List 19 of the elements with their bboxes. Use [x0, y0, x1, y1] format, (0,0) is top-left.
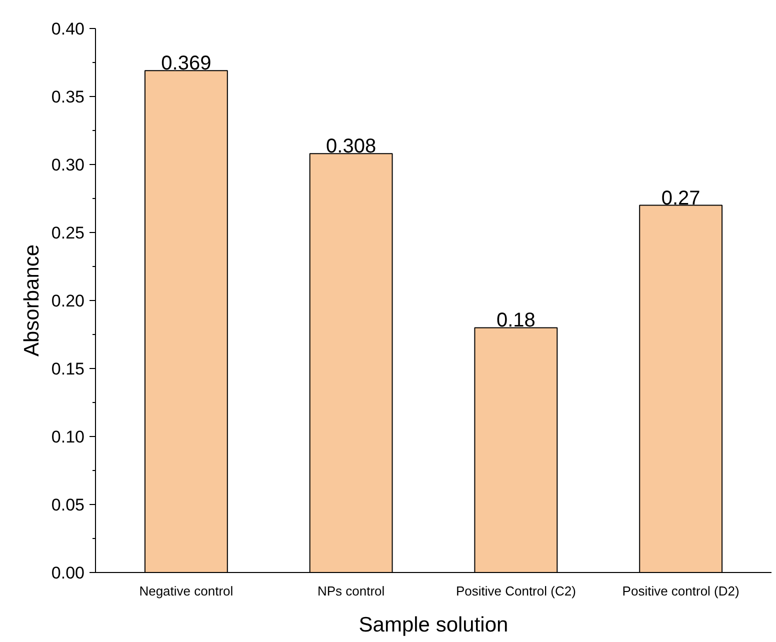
y-tick-label: 0.05 [51, 496, 85, 514]
y-tick-label: 0.20 [51, 292, 85, 310]
x-tick-label: Positive control (D2) [622, 584, 740, 598]
x-tick-label: NPs control [317, 584, 385, 598]
y-axis-title: Absorbance [20, 244, 44, 357]
data-label: 0.369 [161, 52, 212, 75]
y-tick-label: 0.40 [51, 20, 85, 38]
x-axis-title: Sample solution [358, 614, 508, 636]
data-label: 0.27 [661, 187, 700, 210]
data-label: 0.18 [496, 310, 536, 332]
y-tick-label: 0.15 [51, 360, 85, 378]
y-tick-label: 0.35 [51, 88, 85, 106]
x-tick-label: Negative control [139, 584, 234, 598]
x-tick-label: Positive Control (C2) [456, 584, 576, 598]
y-tick-label: 0.25 [51, 224, 85, 242]
data-label: 0.308 [326, 136, 376, 158]
y-tick-label: 0.10 [51, 428, 85, 446]
y-tick-label: 0.00 [51, 564, 85, 582]
y-tick-label: 0.30 [51, 156, 85, 174]
